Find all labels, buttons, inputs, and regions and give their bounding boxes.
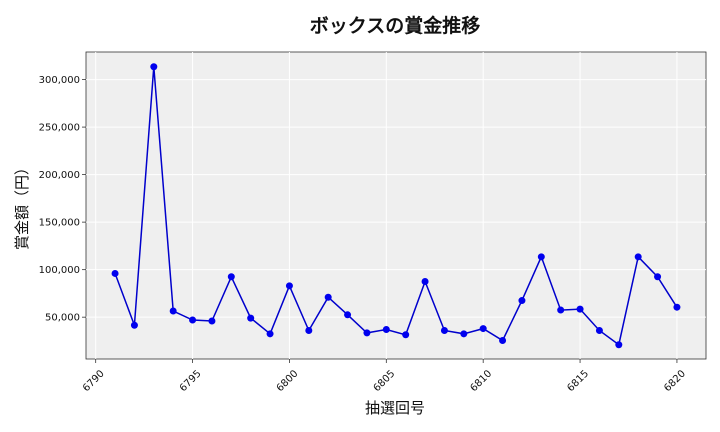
data-point xyxy=(479,325,487,333)
x-axis: 6790 6795 6800 6805 6810 6815 6820 xyxy=(81,359,688,394)
x-tick-label: 6820 xyxy=(662,368,688,394)
plot-area xyxy=(85,51,707,360)
data-point xyxy=(324,293,332,301)
data-point xyxy=(285,282,293,290)
grid-lines xyxy=(86,52,706,359)
x-tick-label: 6790 xyxy=(81,368,107,394)
data-point xyxy=(208,317,216,325)
data-point xyxy=(344,311,352,319)
data-point xyxy=(169,307,177,315)
y-tick-label: 300,000 xyxy=(39,75,80,86)
data-point xyxy=(615,341,623,349)
data-point xyxy=(421,278,429,286)
data-point xyxy=(518,297,526,305)
data-point xyxy=(576,305,584,313)
y-tick-label: 250,000 xyxy=(39,123,80,134)
data-point xyxy=(634,253,642,261)
x-tick-label: 6810 xyxy=(469,368,495,394)
x-tick-label: 6795 xyxy=(178,368,204,394)
chart-title: ボックスの賞金推移 xyxy=(310,14,480,37)
data-point xyxy=(440,326,448,334)
y-tick-label: 50,000 xyxy=(45,313,80,324)
y-axis: 50,000 100,000 150,000 200,000 250,000 300,00… xyxy=(39,75,86,324)
data-point xyxy=(654,273,662,281)
data-point xyxy=(673,303,681,311)
data-point xyxy=(460,330,468,338)
x-tick-label: 6800 xyxy=(275,368,301,394)
data-point xyxy=(111,269,119,277)
x-axis-label: 抽選回号 xyxy=(365,399,425,417)
data-points xyxy=(111,63,681,349)
data-point xyxy=(537,253,545,261)
data-point xyxy=(150,63,158,71)
y-tick-label: 100,000 xyxy=(39,265,80,276)
data-point xyxy=(305,326,313,334)
y-axis-label: 賞金額（円） xyxy=(13,160,31,250)
data-point xyxy=(499,336,507,344)
data-point xyxy=(130,321,138,329)
x-tick-label: 6805 xyxy=(372,368,398,394)
y-tick-label: 150,000 xyxy=(39,218,80,229)
data-point xyxy=(595,326,603,334)
data-point xyxy=(247,314,255,322)
data-point xyxy=(402,331,410,339)
data-point xyxy=(227,273,235,281)
data-point xyxy=(557,306,565,314)
x-tick-label: 6815 xyxy=(565,368,591,394)
data-point xyxy=(266,330,274,338)
y-tick-label: 200,000 xyxy=(39,170,80,181)
data-point xyxy=(382,326,390,334)
data-point xyxy=(363,329,371,337)
data-point xyxy=(189,316,197,324)
